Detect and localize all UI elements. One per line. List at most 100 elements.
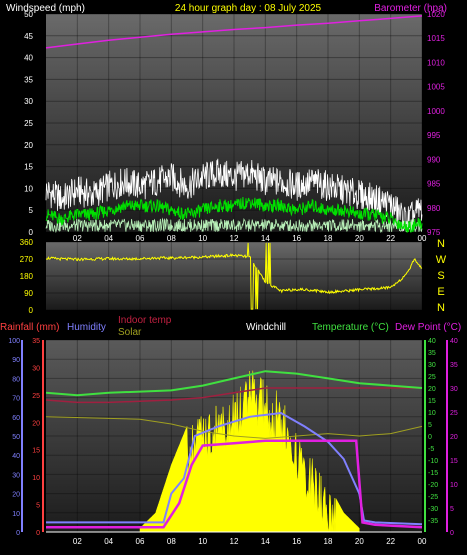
dewpoint-tick-label: 20: [450, 434, 458, 441]
x-tick-label: 06: [136, 537, 145, 546]
wind-tick-label: 5: [29, 206, 34, 215]
wind-tick-label: 10: [24, 184, 33, 193]
wind-tick-label: 45: [24, 32, 33, 41]
indoor-temp-line: [45, 387, 422, 404]
x-tick-label: 22: [386, 234, 395, 243]
header-windspeed: Windspeed (mph): [6, 3, 85, 14]
temperature-tick-label: -35: [428, 518, 438, 525]
compass-label: N: [437, 302, 445, 314]
x-tick-label: 10: [198, 537, 207, 546]
baro-tick-label: 975: [427, 228, 441, 237]
temperature-line: [45, 370, 423, 397]
x-tick-label: 16: [292, 537, 301, 546]
header-barometer: Barometer (hpa): [374, 3, 447, 14]
temperature-humidity-chart: 010203040506070809010005101520253035-35-…: [8, 338, 458, 546]
baro-tick-label: 990: [427, 155, 441, 164]
wind-tick-label: 35: [24, 75, 33, 84]
temperature-tick-label: -20: [428, 482, 438, 489]
temperature-tick-label: 10: [428, 410, 436, 417]
solar-area: [139, 370, 360, 533]
legend-indoor-temp: Indoor temp: [118, 315, 172, 326]
header-title: 24 hour graph day : 08 July 2025: [175, 3, 322, 14]
temperature-tick-label: -5: [428, 446, 434, 453]
baro-tick-label: 980: [427, 204, 441, 213]
x-tick-label: 20: [355, 537, 364, 546]
dewpoint-tick-label: 15: [450, 458, 458, 465]
wind-tick-label: 0: [29, 228, 34, 237]
rainfall-tick-label: 15: [32, 448, 40, 455]
rainfall-tick-label: 20: [32, 420, 40, 427]
legend-windchill: Windchill: [246, 322, 286, 333]
compass-label: W: [436, 254, 447, 266]
x-tick-label: 12: [230, 537, 239, 546]
temperature-tick-label: 0: [428, 434, 432, 441]
temperature-tick-label: -25: [428, 494, 438, 501]
humidity-tick-label: 100: [8, 338, 20, 345]
rainfall-tick-label: 10: [32, 475, 40, 482]
x-tick-label: 08: [167, 537, 176, 546]
wind-barometer-chart: 0510152025303540455097598098599099510001…: [24, 10, 445, 243]
humidity-tick-label: 70: [12, 396, 20, 403]
wind-direction-line: [45, 242, 423, 310]
temperature-tick-label: 40: [428, 338, 436, 345]
legend-humidity: Humidity: [67, 322, 106, 333]
baro-tick-label: 1005: [427, 83, 445, 92]
temperature-tick-label: 30: [428, 362, 436, 369]
temperature-tick-label: 35: [428, 350, 436, 357]
baro-tick-label: 1020: [427, 10, 445, 19]
rainfall-tick-label: 30: [32, 365, 40, 372]
dewpoint-tick-label: 30: [450, 386, 458, 393]
x-tick-label: 02: [73, 234, 82, 243]
dewpoint-tick-label: 35: [450, 362, 458, 369]
humidity-tick-label: 60: [12, 415, 20, 422]
dewpoint-tick-label: 25: [450, 410, 458, 417]
dewpoint-tick-label: 0: [450, 530, 454, 537]
x-tick-label: 02: [73, 537, 82, 546]
wind-panel: [46, 14, 422, 232]
wind-tick-label: 50: [24, 10, 33, 19]
wind-panel-grid: [46, 13, 423, 233]
humidity-tick-label: 0: [16, 530, 20, 537]
temperature-tick-label: 25: [428, 374, 436, 381]
direction-tick-label: 270: [20, 255, 34, 264]
temperature-tick-label: 20: [428, 386, 436, 393]
humidity-tick-label: 80: [12, 376, 20, 383]
x-tick-label: 18: [324, 234, 333, 243]
x-tick-label: 18: [324, 537, 333, 546]
temperature-tick-label: -10: [428, 458, 438, 465]
humidity-tick-label: 90: [12, 357, 20, 364]
wind-tick-label: 40: [24, 54, 33, 63]
baro-tick-label: 1000: [427, 107, 445, 116]
x-tick-label: 00: [418, 234, 427, 243]
legend-rainfall: Rainfall (mm): [0, 322, 59, 333]
wind-low-line: [45, 217, 423, 234]
wind-average-line: [45, 196, 423, 234]
dew-point-line: [46, 439, 423, 529]
temperature-tick-label: 15: [428, 398, 436, 405]
temperature-tick-label: -15: [428, 470, 438, 477]
x-tick-label: 22: [386, 537, 395, 546]
dewpoint-tick-label: 10: [450, 482, 458, 489]
direction-tick-label: 90: [24, 289, 33, 298]
temperature-tick-label: 5: [428, 422, 432, 429]
legend-solar: Solar: [118, 327, 142, 338]
rainfall-tick-label: 5: [36, 503, 40, 510]
barometer-line: [45, 15, 423, 49]
x-tick-label: 10: [198, 234, 207, 243]
humidity-tick-label: 20: [12, 492, 20, 499]
wind-tick-label: 25: [24, 119, 33, 128]
compass-label: S: [437, 270, 444, 282]
direction-panel: [46, 242, 422, 310]
humidity-tick-label: 50: [12, 434, 20, 441]
x-tick-label: 12: [230, 234, 239, 243]
legend-temperature: Temperature (°C): [312, 322, 389, 333]
compass-label: E: [437, 286, 444, 298]
direction-panel-grid: [46, 241, 423, 311]
baro-tick-label: 985: [427, 180, 441, 189]
temperature-tick-label: -30: [428, 506, 438, 513]
rainfall-tick-label: 35: [32, 338, 40, 345]
x-tick-label: 14: [261, 234, 270, 243]
humidity-tick-label: 30: [12, 472, 20, 479]
